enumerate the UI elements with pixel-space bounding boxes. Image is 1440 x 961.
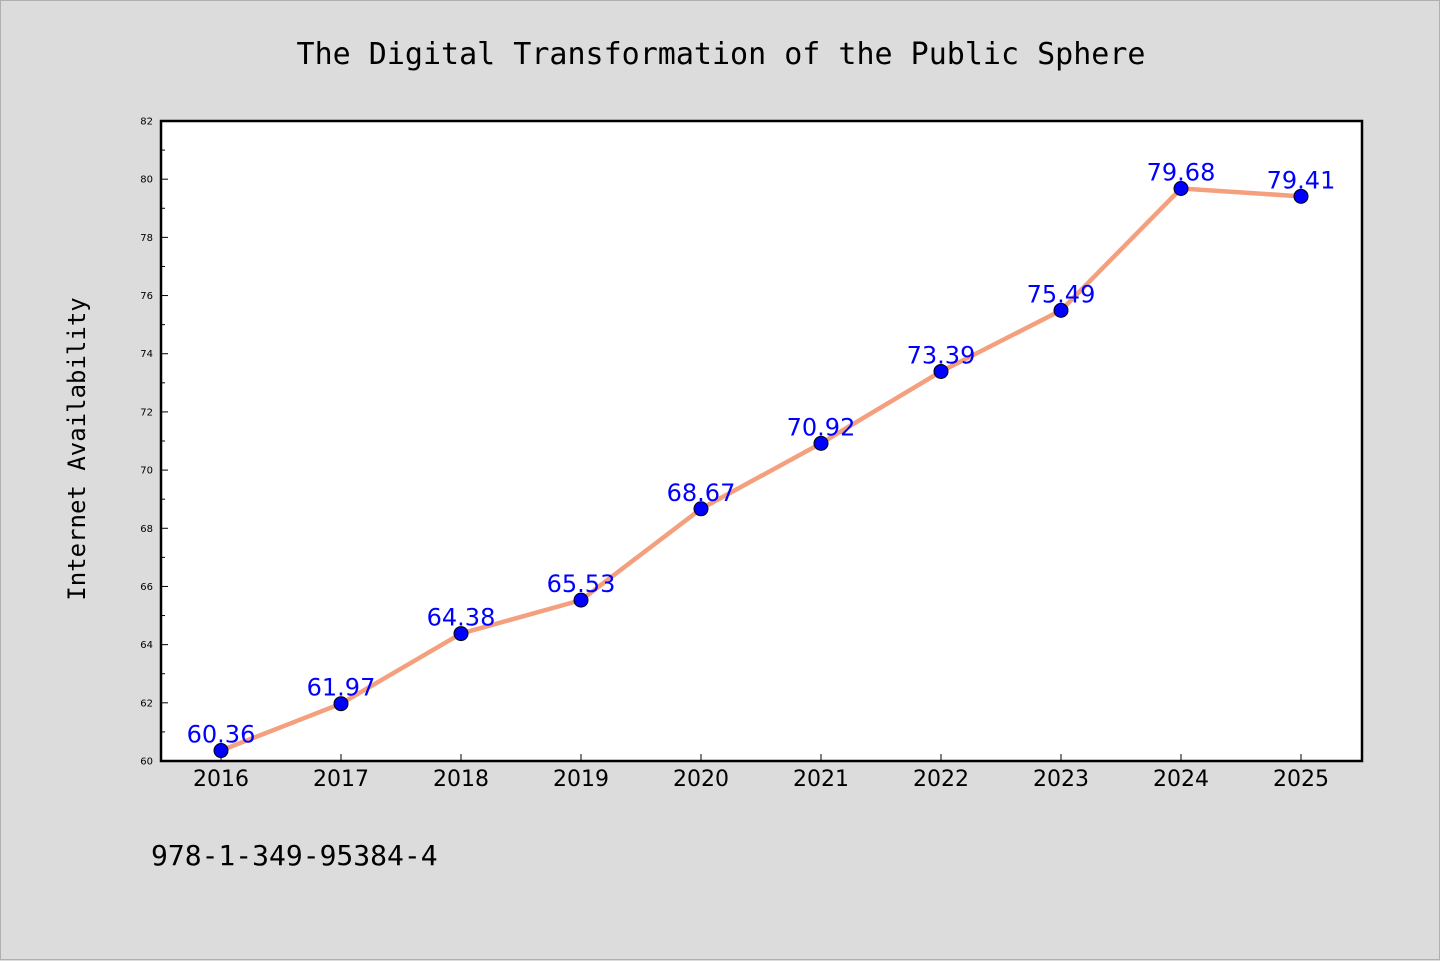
data-point-label: 65.53 xyxy=(547,570,616,598)
data-point-marker xyxy=(1173,180,1189,196)
data-point-marker xyxy=(1053,302,1069,318)
data-point-marker xyxy=(693,501,709,517)
data-point-marker xyxy=(573,592,589,608)
data-point-label: 79.68 xyxy=(1147,158,1216,186)
data-point-label: 61.97 xyxy=(307,674,376,702)
data-point-marker xyxy=(813,435,829,451)
series-line xyxy=(218,186,1304,753)
y-tick-label: 68 xyxy=(140,524,153,535)
x-tick-label: 2024 xyxy=(1153,767,1209,792)
plot-area xyxy=(159,119,1364,763)
chart-title: The Digital Transformation of the Public… xyxy=(297,37,1146,72)
y-tick-label: 76 xyxy=(140,291,153,302)
data-point-label: 75.49 xyxy=(1027,280,1096,308)
data-point-marker xyxy=(213,743,229,759)
y-tick-label: 80 xyxy=(140,175,153,186)
isbn-text: 978-1-349-95384-4 xyxy=(151,839,438,872)
data-point-marker xyxy=(1293,188,1309,204)
data-point-label: 68.67 xyxy=(667,479,736,507)
x-axis-ticks: 2016 2017 2018 2019 2020 2021 2022 2023 2024 2025 xyxy=(193,754,1329,792)
data-point-label: 64.38 xyxy=(427,604,496,632)
x-tick-label: 2019 xyxy=(553,767,609,792)
y-axis-ticks: 60 62 64 66 68 70 72 74 76 78 80 82 xyxy=(140,117,168,768)
data-point-label: 79.41 xyxy=(1267,166,1336,194)
x-tick-label: 2022 xyxy=(913,767,969,792)
data-point-marker xyxy=(333,696,349,712)
y-tick-label: 60 xyxy=(140,757,153,768)
y-tick-label: 64 xyxy=(140,640,153,651)
y-axis-label: Internet Availability xyxy=(63,297,91,600)
x-tick-label: 2016 xyxy=(193,767,249,792)
data-labels-group: 60.36 61.97 64.38 65.53 68.67 70.92 73.39 75.49… xyxy=(187,158,1336,748)
x-tick-label: 2023 xyxy=(1033,767,1089,792)
y-tick-label: 66 xyxy=(140,582,153,593)
y-tick-label: 74 xyxy=(140,349,153,360)
y-tick-label: 78 xyxy=(140,233,153,244)
data-point-marker xyxy=(453,626,469,642)
data-point-label: 73.39 xyxy=(907,341,976,369)
series-markers-group xyxy=(213,180,1309,759)
data-point-marker xyxy=(933,363,949,379)
x-tick-label: 2017 xyxy=(313,767,369,792)
data-point-label: 60.36 xyxy=(187,721,256,749)
data-point-label: 70.92 xyxy=(787,413,856,441)
y-tick-label: 62 xyxy=(140,698,153,709)
x-tick-label: 2018 xyxy=(433,767,489,792)
y-tick-label: 72 xyxy=(140,407,153,418)
y-tick-label: 70 xyxy=(140,466,153,477)
x-tick-label: 2020 xyxy=(673,767,729,792)
y-tick-label: 82 xyxy=(140,117,153,128)
series-line-group xyxy=(218,186,1304,753)
x-tick-label: 2025 xyxy=(1273,767,1329,792)
x-tick-label: 2021 xyxy=(793,767,849,792)
